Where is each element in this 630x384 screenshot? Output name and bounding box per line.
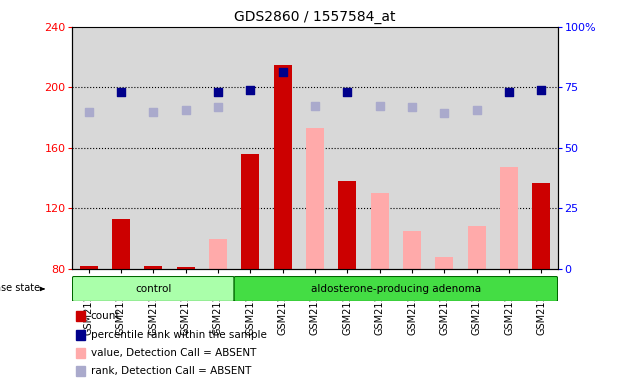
Point — [407, 104, 417, 110]
Point — [278, 69, 288, 75]
Point — [472, 107, 482, 113]
Bar — [532, 183, 550, 269]
Bar — [468, 227, 486, 269]
Bar — [80, 266, 98, 269]
Text: disease state: disease state — [0, 283, 40, 293]
Bar — [306, 128, 324, 269]
Text: control: control — [135, 284, 171, 294]
Text: value, Detection Call = ABSENT: value, Detection Call = ABSENT — [91, 348, 256, 358]
Point — [245, 87, 255, 93]
FancyBboxPatch shape — [72, 276, 234, 301]
Text: rank, Detection Call = ABSENT: rank, Detection Call = ABSENT — [91, 366, 251, 376]
Point — [536, 87, 546, 93]
Point — [148, 109, 158, 115]
Bar — [76, 311, 85, 321]
Bar — [338, 181, 356, 269]
Bar — [371, 193, 389, 269]
Point — [84, 109, 94, 115]
Bar — [76, 329, 85, 339]
Point — [310, 103, 320, 109]
Point — [342, 89, 352, 95]
Bar — [209, 238, 227, 269]
Point — [181, 107, 191, 113]
Bar — [76, 366, 85, 376]
FancyBboxPatch shape — [234, 276, 558, 301]
Bar — [241, 154, 259, 269]
Bar — [500, 167, 518, 269]
Point — [213, 89, 223, 95]
Title: GDS2860 / 1557584_at: GDS2860 / 1557584_at — [234, 10, 396, 25]
Point — [439, 110, 449, 116]
Bar — [144, 266, 162, 269]
Point — [504, 89, 514, 95]
Bar — [112, 219, 130, 269]
Point — [213, 104, 223, 110]
Bar — [435, 257, 453, 269]
Bar — [144, 266, 162, 269]
Text: aldosterone-producing adenoma: aldosterone-producing adenoma — [311, 284, 481, 294]
Bar — [274, 65, 292, 269]
Bar — [177, 267, 195, 269]
Text: percentile rank within the sample: percentile rank within the sample — [91, 329, 266, 339]
Text: count: count — [91, 311, 120, 321]
Point — [116, 89, 126, 95]
Bar — [80, 266, 98, 269]
Bar — [403, 231, 421, 269]
Point — [375, 103, 385, 109]
Bar — [76, 348, 85, 358]
